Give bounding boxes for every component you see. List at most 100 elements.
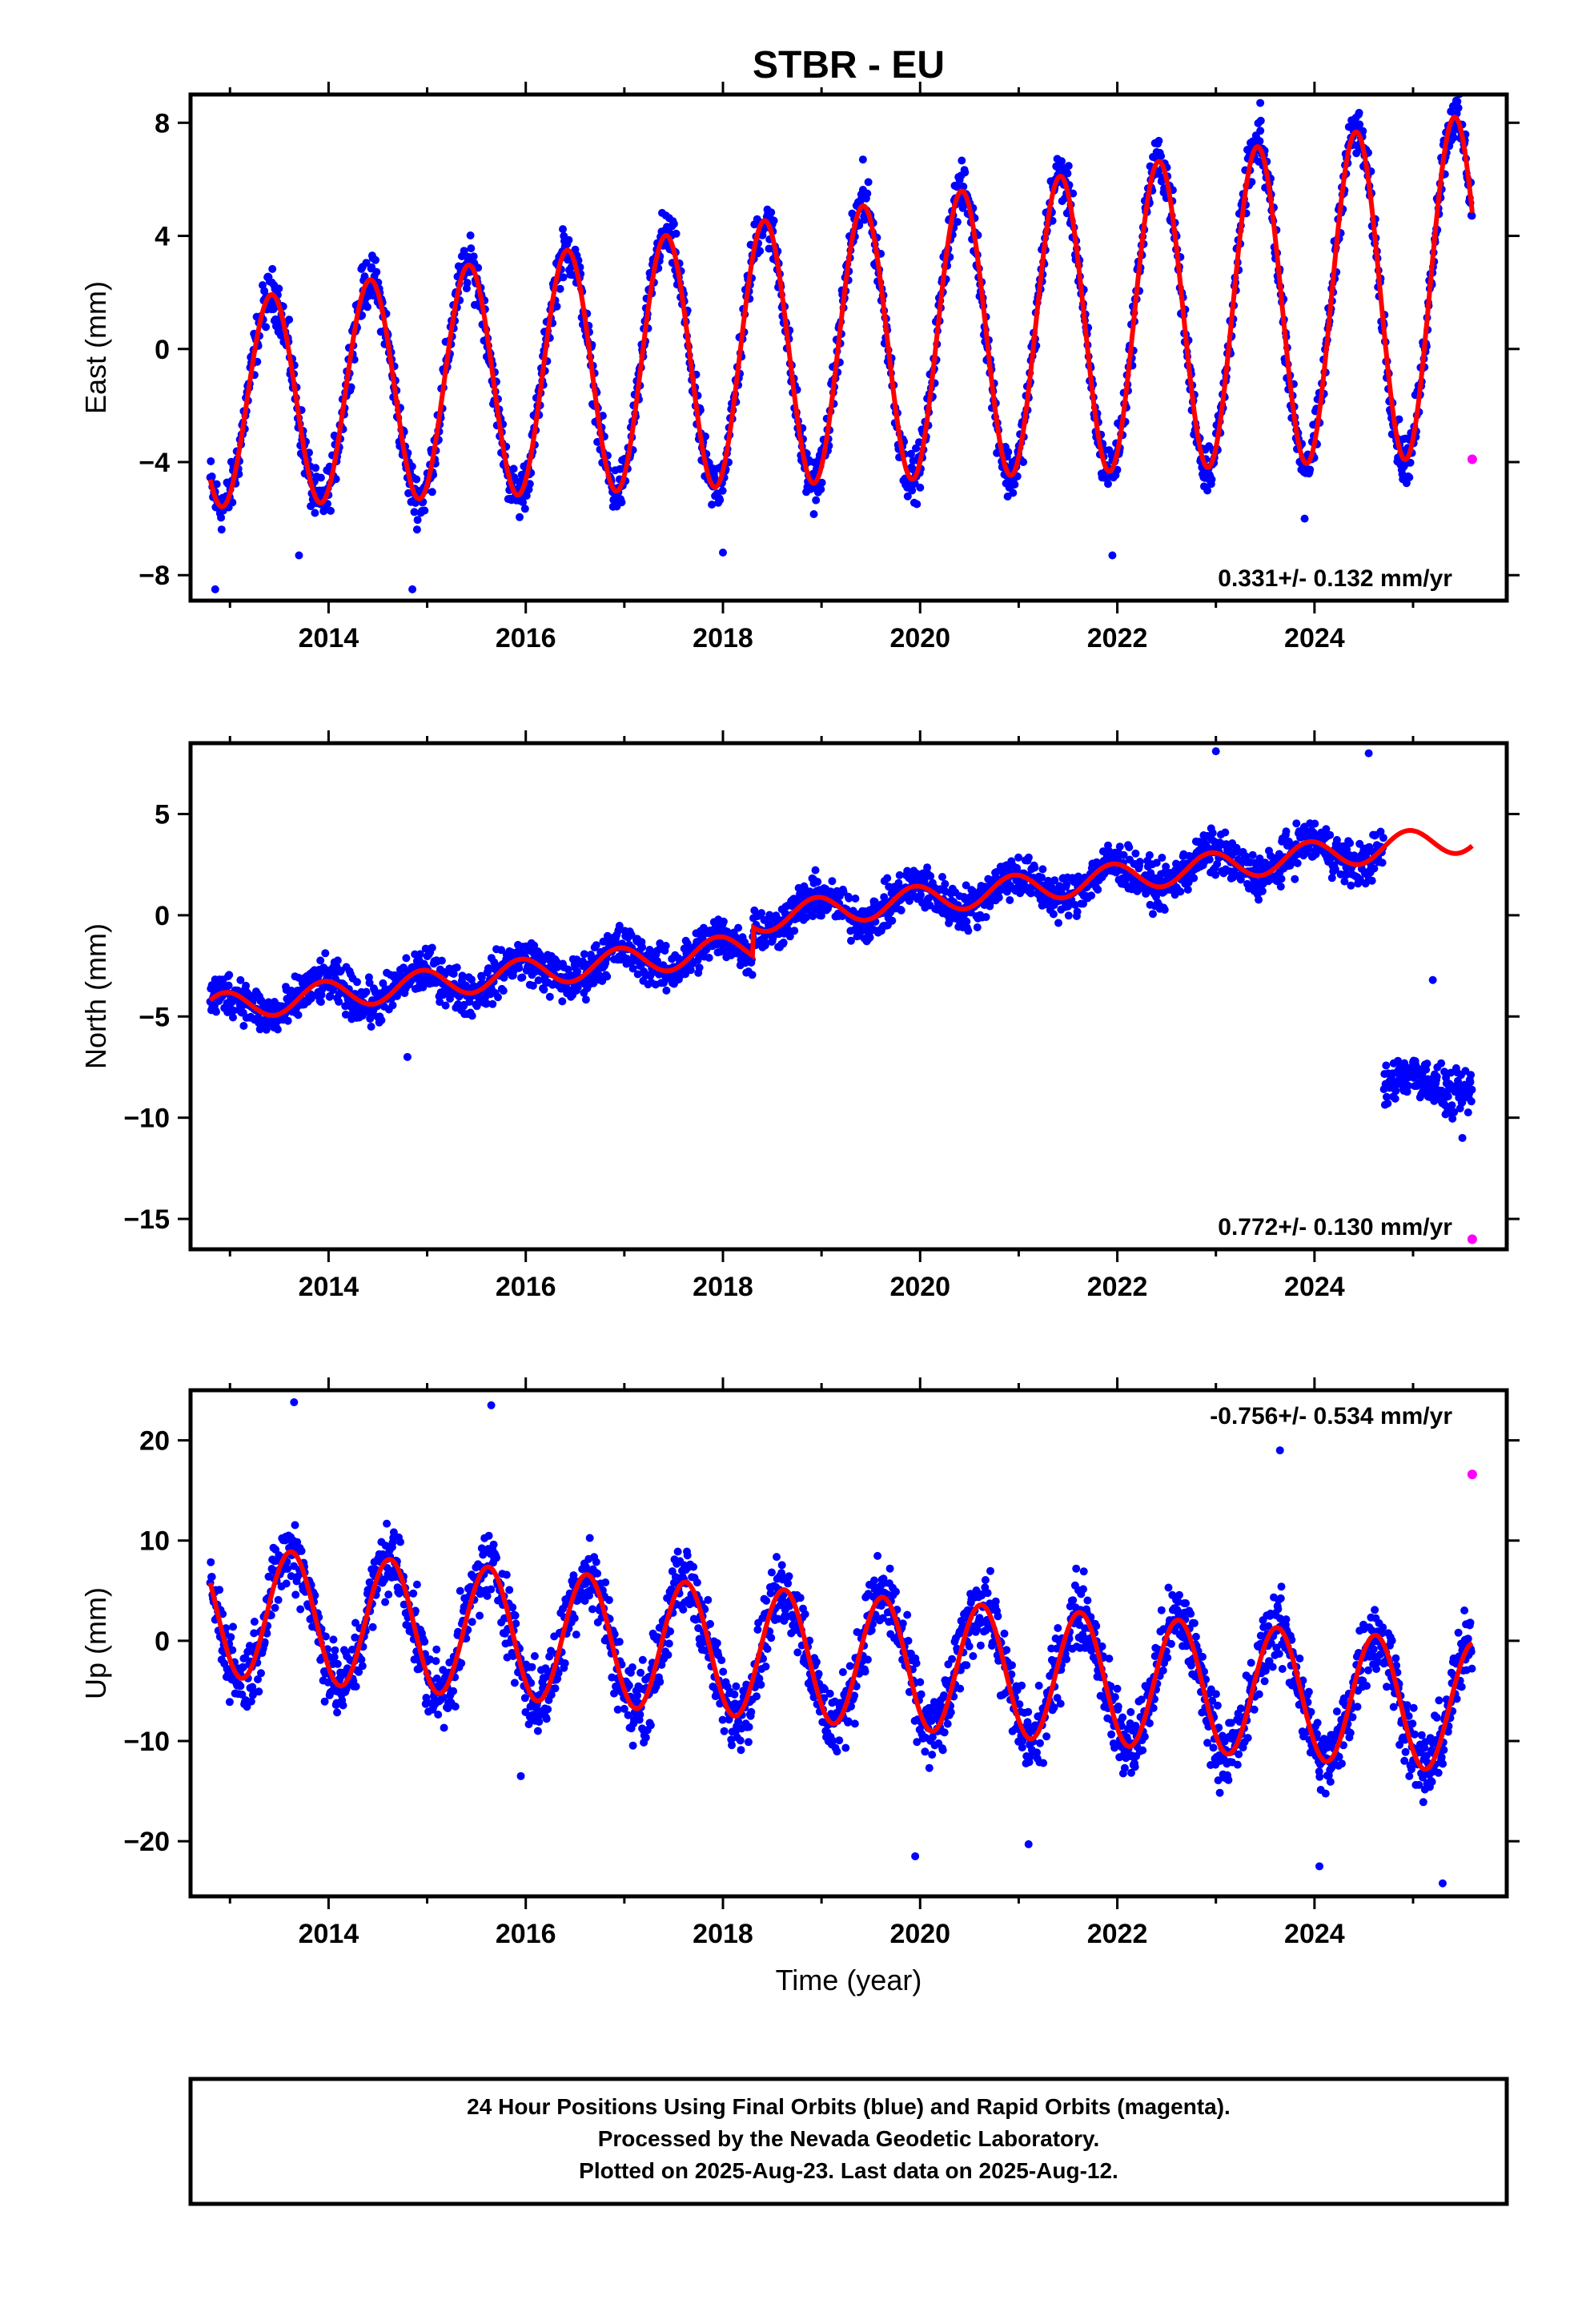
final-orbit-point (1382, 1061, 1391, 1070)
final-orbit-point (1432, 1072, 1441, 1081)
final-orbit-point (1115, 842, 1124, 851)
final-orbit-point (1154, 136, 1163, 145)
final-orbit-point (1221, 828, 1230, 837)
final-orbit-point (365, 979, 374, 987)
final-orbit-point (748, 971, 757, 979)
x-tick-label: 2024 (1284, 623, 1345, 653)
final-orbit-point (528, 981, 537, 990)
final-orbit-point (1370, 864, 1379, 873)
outlier-point (295, 551, 303, 560)
outlier-point (1256, 99, 1265, 107)
final-orbit-point (1014, 853, 1023, 862)
final-orbit-point (817, 485, 825, 493)
final-orbit-point (1422, 1065, 1431, 1074)
final-orbit-point (1367, 876, 1376, 885)
final-orbit-point (516, 513, 524, 521)
final-orbit-point (708, 501, 717, 509)
final-orbit-point (1158, 854, 1166, 862)
final-orbit-point (1248, 850, 1257, 859)
final-orbit-point (1009, 489, 1018, 497)
final-orbit-point (1406, 458, 1415, 467)
final-orbit-point (1125, 843, 1134, 851)
final-orbit-point (1010, 480, 1019, 489)
final-orbit-point (1447, 1101, 1456, 1110)
final-orbit-point (468, 975, 476, 984)
x-tick-label: 2018 (693, 1272, 753, 1302)
final-orbit-point (212, 1007, 220, 1016)
outlier-point (1428, 975, 1437, 984)
final-orbit-point (1466, 1078, 1475, 1087)
final-orbit-point (474, 263, 483, 272)
model-fit-line (208, 828, 1474, 1019)
final-orbit-point (1391, 1087, 1400, 1096)
final-orbit-point (1464, 1108, 1472, 1117)
final-orbit-point (1378, 858, 1387, 867)
final-orbit-point (1119, 850, 1128, 859)
final-orbit-point (923, 863, 932, 872)
final-orbit-point (962, 881, 970, 890)
final-orbit-point (661, 942, 670, 950)
final-orbit-point (1062, 880, 1071, 889)
final-orbit-point (463, 279, 472, 287)
final-orbit-point (468, 1011, 476, 1020)
final-orbit-point (559, 273, 568, 282)
final-orbit-point (1292, 819, 1301, 828)
final-orbit-point (864, 178, 873, 187)
y-tick-label: −5 (139, 1002, 170, 1032)
final-orbit-point (552, 302, 561, 311)
final-orbit-point (283, 1016, 292, 1025)
final-orbit-point (1247, 178, 1256, 187)
final-orbit-point (1454, 103, 1463, 112)
final-orbit-point (1208, 829, 1217, 838)
final-orbit-point (1024, 853, 1033, 862)
rapid-orbit-point (1467, 454, 1477, 464)
final-orbit-point (469, 252, 478, 261)
x-tick-label: 2022 (1087, 1272, 1148, 1302)
final-orbit-point (522, 492, 531, 500)
final-orbit-point (1359, 127, 1367, 135)
final-orbit-point (388, 1001, 397, 1010)
final-orbit-point (973, 923, 982, 931)
final-orbit-point (1004, 448, 1013, 456)
final-orbit-point (718, 486, 727, 495)
final-orbit-point (311, 509, 319, 517)
final-orbit-point (581, 995, 590, 1004)
final-orbit-point (371, 255, 379, 264)
final-orbit-point (1176, 887, 1185, 896)
final-orbit-point (1050, 876, 1059, 885)
final-orbit-point (857, 926, 865, 935)
final-orbit-point (1468, 211, 1476, 220)
final-orbit-point (372, 267, 381, 276)
final-orbit-point (845, 894, 853, 903)
final-orbit-point (291, 1590, 300, 1599)
final-orbit-point (341, 1002, 350, 1011)
final-orbit-point (1213, 859, 1222, 868)
final-orbit-point (262, 1025, 271, 1034)
final-orbit-point (271, 1603, 279, 1612)
final-orbit-point (811, 866, 820, 875)
final-orbit-point (509, 464, 518, 473)
final-orbit-point (705, 954, 713, 962)
final-orbit-point (320, 965, 329, 973)
final-orbit-point (238, 1691, 247, 1699)
final-orbit-point (564, 235, 573, 244)
outlier-point (1364, 749, 1373, 758)
final-orbit-point (212, 480, 221, 489)
final-orbit-point (268, 264, 277, 273)
final-orbit-point (897, 906, 905, 915)
final-orbit-point (1073, 907, 1082, 916)
final-orbit-point (1149, 910, 1157, 919)
final-orbit-point (1064, 162, 1073, 171)
final-orbit-point (660, 979, 669, 987)
y-tick-label: −10 (123, 1104, 170, 1134)
final-orbit-point (1379, 834, 1387, 842)
north-panel: 2014 2016 2018 2020 2022 202450−5−10−15North … (79, 730, 1520, 1302)
final-orbit-point (628, 964, 637, 973)
final-orbit-point (1440, 1068, 1449, 1076)
final-orbit-point (1383, 1099, 1392, 1108)
final-orbit-point (239, 1663, 247, 1671)
final-orbit-point (1437, 1059, 1446, 1068)
final-orbit-point (215, 1586, 224, 1594)
final-orbit-point (1443, 1092, 1452, 1101)
final-orbit-point (311, 464, 320, 472)
